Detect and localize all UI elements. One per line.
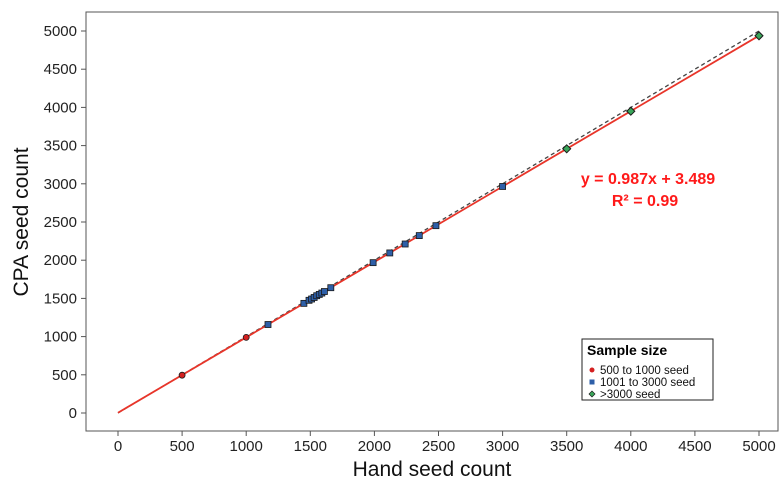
data-point [242, 333, 250, 341]
data-point [178, 371, 186, 379]
data-point [499, 183, 507, 190]
x-tick-label: 5000 [742, 438, 775, 455]
y-tick-label: 3000 [44, 176, 77, 193]
y-axis-ticks: 0 500 1000 1500 2000 2500 3000 3500 4000 4500 5000 [44, 23, 86, 422]
data-point [401, 240, 409, 248]
x-tick-label: 1000 [230, 438, 263, 455]
x-tick-label: 2000 [358, 438, 391, 455]
data-point [327, 284, 335, 292]
y-tick-label: 2500 [44, 214, 77, 231]
legend-marker [588, 390, 596, 398]
legend-title: Sample size [587, 342, 667, 358]
x-tick-label: 0 [114, 438, 122, 455]
data-point [415, 232, 423, 239]
data-point [432, 222, 440, 230]
data-points [178, 31, 764, 379]
fit-equation: y = 0.987x + 3.489 [581, 171, 715, 188]
x-tick-label: 1500 [294, 438, 327, 455]
y-tick-label: 2000 [44, 252, 77, 269]
legend-label: >3000 seed [600, 389, 660, 401]
y-tick-label: 5000 [44, 23, 77, 40]
y-axis-title: CPA seed count [10, 147, 33, 296]
y-tick-label: 1500 [44, 290, 77, 307]
y-tick-label: 0 [69, 405, 77, 422]
legend-box [581, 338, 714, 401]
legend-label: 1001 to 3000 seed [600, 377, 695, 389]
legend-label: 500 to 1000 seed [600, 365, 689, 377]
legend-marker [589, 367, 595, 373]
data-point [754, 31, 764, 41]
reference-line-1to1 [117, 30, 760, 414]
data-point [386, 249, 394, 257]
x-axis-title: Hand seed count [353, 458, 512, 481]
x-tick-label: 500 [170, 438, 195, 455]
x-tick-label: 2500 [422, 438, 455, 455]
data-point [561, 144, 572, 154]
x-tick-label: 3000 [486, 438, 519, 455]
data-point [321, 288, 328, 295]
legend-marker [589, 379, 595, 385]
data-point [264, 321, 272, 328]
x-tick-label: 3500 [550, 438, 583, 455]
y-tick-label: 1000 [44, 329, 77, 346]
x-tick-label: 4500 [678, 438, 711, 455]
r-squared-label: R² = 0.99 [612, 193, 678, 210]
data-point [626, 106, 636, 116]
y-tick-label: 4500 [44, 61, 77, 78]
y-tick-label: 3500 [44, 138, 77, 155]
data-point [369, 259, 377, 267]
y-tick-label: 4000 [44, 99, 77, 116]
x-tick-label: 4000 [614, 438, 647, 455]
y-tick-label: 500 [52, 367, 77, 384]
x-axis-ticks: 0 500 1000 1500 2000 2500 3000 3500 4000 4500 5000 [114, 431, 776, 455]
